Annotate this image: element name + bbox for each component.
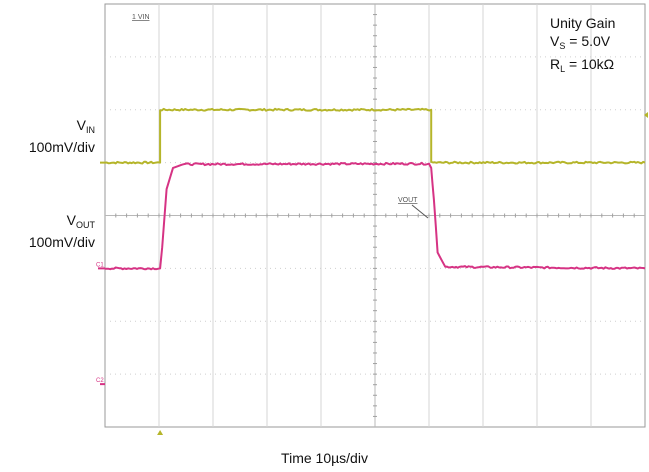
vout-trace-tag: VOUT [398, 197, 418, 204]
trigger-position-marker [157, 430, 164, 435]
trace-vin [104, 107, 646, 165]
channel-2-marker: C2 [96, 378, 104, 384]
x-axis-label: Time 10µs/div [281, 450, 368, 466]
trace-vout [104, 161, 646, 271]
load-condition: RL = 10kΩ [550, 56, 615, 74]
gain-condition: Unity Gain [550, 15, 616, 31]
supply-condition: VS = 5.0V [550, 33, 611, 51]
vin-label: VIN 100mV/div [0, 117, 95, 156]
scope-traces [104, 107, 646, 271]
test-conditions: Unity Gain VS = 5.0V RL = 10kΩ [550, 14, 615, 78]
vin-trace-tag: 1 VIN [132, 14, 150, 21]
vout-scale: 100mV/div [28, 234, 95, 250]
vin-scale: 100mV/div [28, 139, 95, 155]
scope-markers: 1 VIN VOUT C1 C2 [96, 14, 648, 435]
vout-label: VOUT 100mV/div [0, 212, 95, 251]
channel-1-marker: C1 [96, 262, 104, 268]
vout-tag-pointer [411, 204, 429, 219]
trigger-level-marker [644, 112, 648, 119]
